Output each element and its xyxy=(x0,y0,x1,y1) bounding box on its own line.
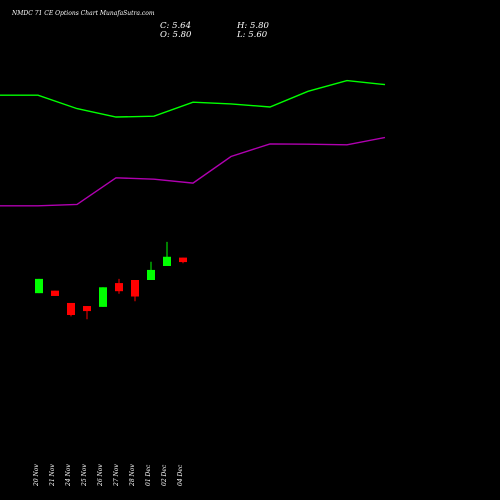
candle-body xyxy=(35,278,43,294)
candle xyxy=(179,257,187,264)
open-readout: O: 5.80 xyxy=(160,30,192,40)
x-tick-label: 01 Dec xyxy=(145,464,152,486)
low-readout: L: 5.60 xyxy=(237,30,268,40)
candle xyxy=(35,278,43,294)
x-tick-label: 26 Nov xyxy=(97,464,104,487)
close-readout: C: 5.64 xyxy=(160,21,191,31)
x-tick-label: 25 Nov xyxy=(81,464,88,487)
x-tick-label: 28 Nov xyxy=(129,464,136,487)
x-axis-labels: 20 Nov 21 Nov 24 Nov 25 Nov 26 Nov 27 Nov 28 N… xyxy=(33,464,184,487)
overlay-lines xyxy=(0,79,386,207)
candle xyxy=(99,287,107,307)
x-tick-label: 21 Nov xyxy=(49,464,56,487)
candle xyxy=(51,290,59,296)
x-tick-label: 02 Dec xyxy=(161,464,168,486)
high-readout: H: 5.80 xyxy=(237,21,269,31)
x-tick-label: 04 Dec xyxy=(177,464,184,486)
candle-body xyxy=(163,256,171,266)
candle xyxy=(67,302,75,317)
candle-body xyxy=(179,257,187,263)
candles xyxy=(35,241,187,320)
candle-body xyxy=(147,269,155,280)
x-tick-label: 20 Nov xyxy=(33,464,40,487)
x-tick-label: 24 Nov xyxy=(65,464,72,487)
candle xyxy=(147,261,155,280)
middle-band-line xyxy=(0,136,386,207)
candle-body xyxy=(67,302,75,315)
candle-body xyxy=(99,287,107,307)
candle xyxy=(131,280,139,302)
candle-body xyxy=(83,306,91,312)
x-tick-label: 27 Nov xyxy=(113,464,120,487)
candle-body xyxy=(131,280,139,297)
candle xyxy=(115,278,123,294)
candle-body xyxy=(51,290,59,296)
upper-band-line xyxy=(0,79,386,118)
chart-title: NMDC 71 CE Options Chart MunafaSutra.com xyxy=(12,10,155,17)
candle xyxy=(163,241,171,266)
candle-body xyxy=(115,283,123,292)
candle xyxy=(83,306,91,320)
